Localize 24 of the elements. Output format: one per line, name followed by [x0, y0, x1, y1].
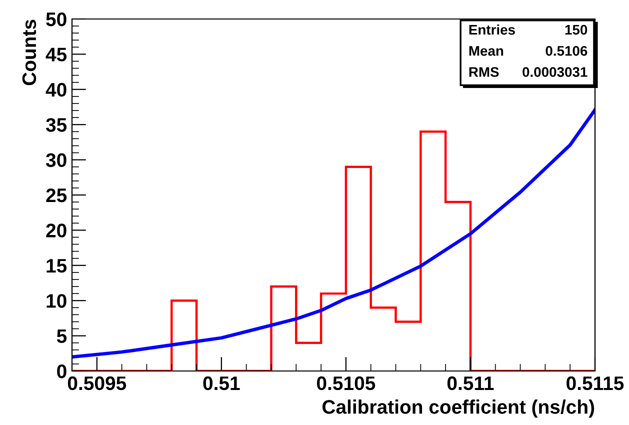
y-tick-label: 20 [46, 224, 66, 238]
x-tick-label: 0.5115 [566, 376, 624, 390]
y-tick-label: 45 [46, 48, 67, 62]
y-tick-label: 10 [46, 294, 66, 308]
annotation: Entries [469, 24, 515, 35]
annotation: RMS [469, 67, 499, 77]
x-tick-label: 0.511 [447, 376, 494, 390]
y-tick-label: 50 [46, 12, 66, 26]
y-axis-title: Counts [22, 20, 36, 86]
x-tick-label: 0.5105 [316, 376, 376, 390]
x-axis-title: Calibration coefficient (ns/ch) [322, 400, 594, 418]
x-tick-label: 0.5095 [68, 376, 126, 390]
y-tick-label: 30 [46, 153, 66, 168]
annotation: Mean [469, 46, 504, 56]
y-tick-label: 35 [46, 118, 67, 132]
x-tick-label: 0.51 [203, 376, 240, 390]
annotation: 0.5106 [546, 46, 588, 56]
y-tick-label: 5 [56, 329, 67, 344]
annotation: 0.0003031 [522, 67, 588, 77]
y-tick-label: 0 [57, 364, 66, 378]
annotation: 150 [565, 24, 588, 35]
y-tick-label: 25 [46, 188, 67, 202]
y-tick-label: 40 [46, 82, 66, 97]
y-tick-label: 15 [46, 259, 67, 273]
